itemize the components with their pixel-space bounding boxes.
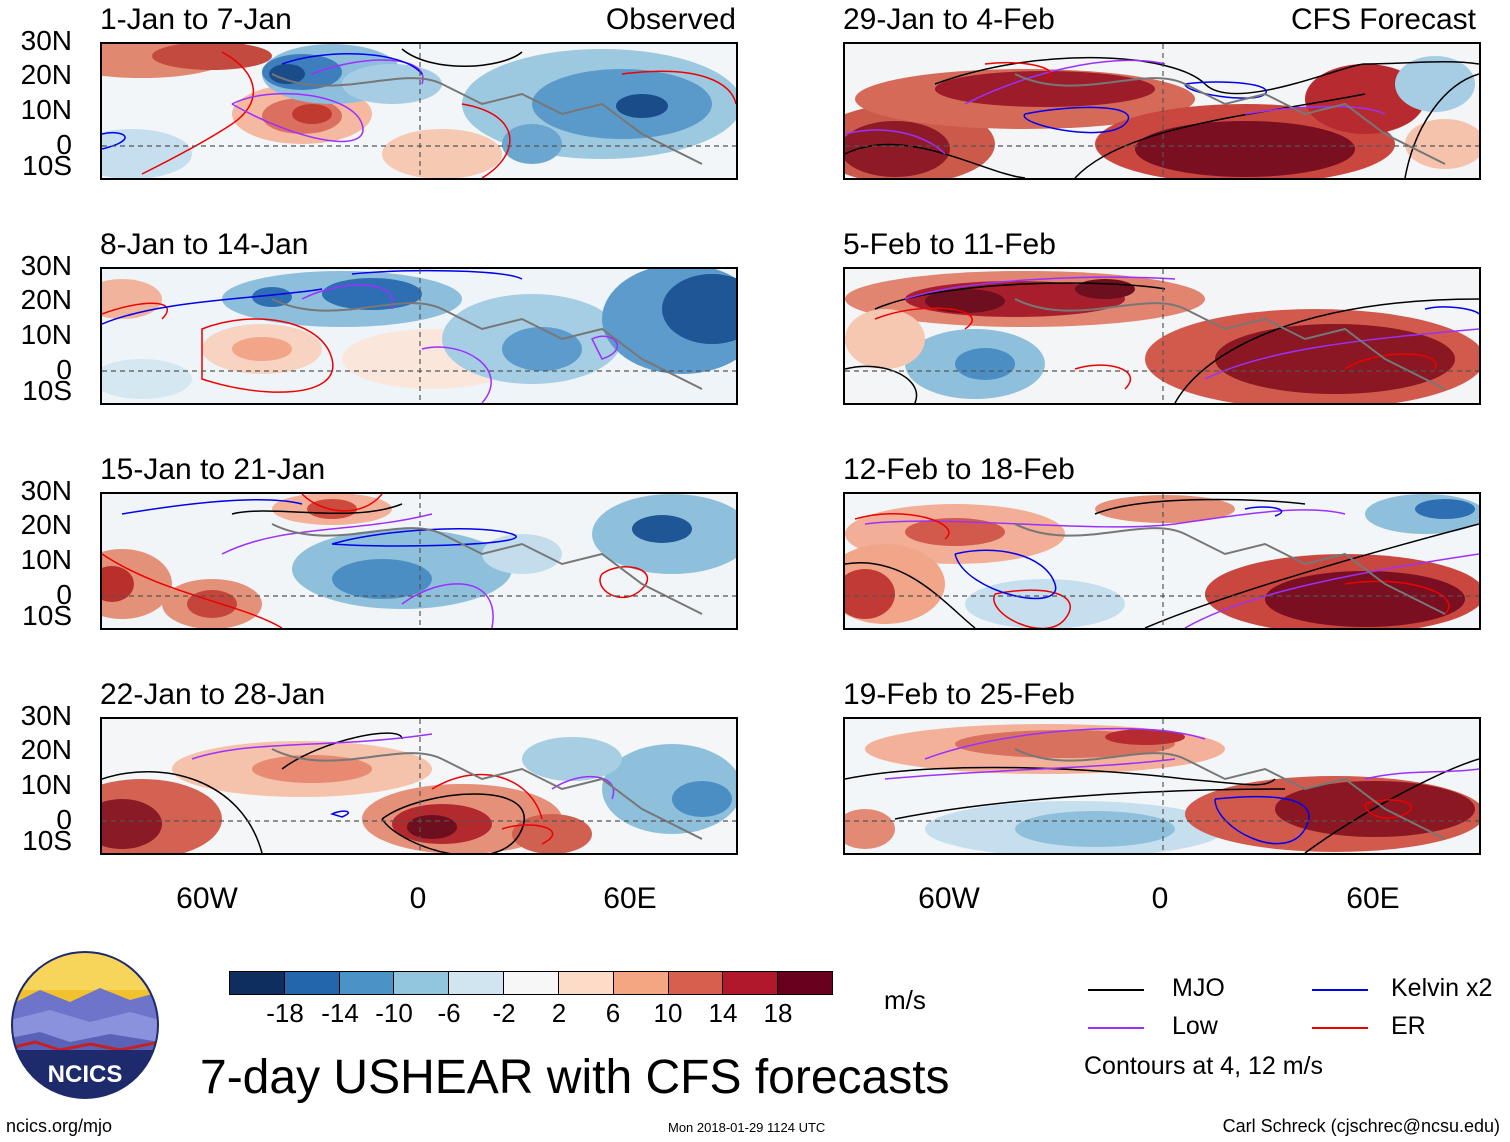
legend-label-mjo: MJO [1172, 974, 1225, 1002]
footer-credit: Carl Schreck (cjschrec@ncsu.edu) [1222, 1116, 1500, 1136]
lat-label-eq: 0 [56, 804, 72, 835]
panel-title-obs-3: 15-Jan to 21-Jan [100, 453, 326, 486]
observed-tag: Observed [605, 3, 736, 36]
lat-label-10s: 10S [22, 825, 72, 856]
lon-label-60w-left: 60W [176, 882, 238, 915]
lat-label-10s: 10S [22, 375, 72, 406]
map-panel-obs-1 [100, 42, 738, 180]
lat-label-20n: 20N [20, 59, 72, 90]
panel-title-fc-3: 12-Feb to 18-Feb [843, 453, 1075, 486]
lat-label-20n: 20N [20, 509, 72, 540]
forecast-tag: CFS Forecast [1290, 3, 1476, 36]
map-panel-obs-4 [100, 717, 738, 855]
colorbar-swatch [778, 972, 832, 994]
panel-title-obs-2: 8-Jan to 14-Jan [100, 228, 309, 261]
lon-label-60e-right: 60E [1346, 882, 1400, 915]
colorbar-tick-label: 14 [708, 998, 738, 1028]
legend-label-er: ER [1391, 1012, 1426, 1040]
lat-label-eq: 0 [56, 579, 72, 610]
lat-label-10n: 10N [20, 319, 72, 350]
lon-label-0-right: 0 [1151, 882, 1169, 915]
map-panel-obs-3 [100, 492, 738, 630]
lat-label-10n: 10N [20, 94, 72, 125]
lat-label-10n: 10N [20, 769, 72, 800]
lat-label-10s: 10S [22, 600, 72, 631]
colorbar-swatch [230, 972, 285, 994]
panel-title-fc-4: 19-Feb to 25-Feb [843, 678, 1075, 711]
colorbar-swatch [613, 972, 669, 994]
lon-label-0-left: 0 [409, 882, 427, 915]
panel-title-fc-1: 29-Jan to 4-Feb [843, 3, 1055, 36]
logo-text: NCICS [48, 1061, 123, 1088]
map-panel-fc-4 [843, 717, 1481, 855]
legend-line-er [1312, 1027, 1368, 1029]
colorbar-swatch [449, 972, 505, 994]
colorbar-tick-label: -10 [375, 998, 413, 1028]
map-panel-fc-3 [843, 492, 1481, 630]
lat-label-30n: 30N [20, 250, 72, 281]
ncics-logo: NCICS [10, 950, 160, 1100]
colorbar-tick-label: -2 [492, 998, 516, 1028]
lat-label-10s: 10S [22, 150, 72, 181]
panel-title-obs-4: 22-Jan to 28-Jan [100, 678, 326, 711]
colorbar-tick-label: -18 [266, 998, 304, 1028]
map-panel-fc-1 [843, 42, 1481, 180]
lat-label-eq: 0 [56, 354, 72, 385]
colorbar-tick-label: 2 [551, 998, 567, 1028]
colorbar-swatch [394, 972, 450, 994]
colorbar-tick-label: -6 [437, 998, 461, 1028]
lat-label-20n: 20N [20, 734, 72, 765]
colorbar-swatch [558, 972, 614, 994]
lat-label-20n: 20N [20, 284, 72, 315]
panel-title-obs-1: 1-Jan to 7-Jan [100, 3, 292, 36]
legend-label-kelvin: Kelvin x2 [1391, 974, 1493, 1002]
legend-line-low [1088, 1027, 1144, 1029]
footer-url[interactable]: ncics.org/mjo [6, 1116, 113, 1136]
panel-title-fc-2: 5-Feb to 11-Feb [843, 228, 1056, 261]
colorbar-tick-label: 18 [763, 998, 793, 1028]
lat-label-30n: 30N [20, 25, 72, 56]
colorbar-swatch [339, 972, 395, 994]
colorbar-swatch [284, 972, 340, 994]
colorbar-units: m/s [884, 985, 926, 1015]
colorbar [229, 971, 833, 995]
legend-label-low: Low [1172, 1012, 1218, 1040]
lat-label-30n: 30N [20, 700, 72, 731]
colorbar-tick-label: 6 [605, 998, 621, 1028]
legend-line-mjo [1088, 989, 1144, 991]
lat-label-30n: 30N [20, 475, 72, 506]
lon-label-60e-left: 60E [603, 882, 657, 915]
lat-label-10n: 10N [20, 544, 72, 575]
footer-timestamp: Mon 2018-01-29 1124 UTC [668, 1120, 826, 1135]
lon-label-60w-right: 60W [918, 882, 980, 915]
map-panel-obs-2 [100, 267, 738, 405]
colorbar-tick-label: 10 [653, 998, 683, 1028]
colorbar-swatch [723, 972, 779, 994]
map-panel-fc-2 [843, 267, 1481, 405]
colorbar-swatch [504, 972, 559, 994]
legend-line-kelvin [1312, 989, 1368, 991]
colorbar-tick-label: -14 [321, 998, 359, 1028]
contours-note: Contours at 4, 12 m/s [1084, 1052, 1324, 1080]
figure-title: 7-day USHEAR with CFS forecasts [200, 1051, 950, 1104]
lat-label-eq: 0 [56, 129, 72, 160]
colorbar-swatch [668, 972, 724, 994]
